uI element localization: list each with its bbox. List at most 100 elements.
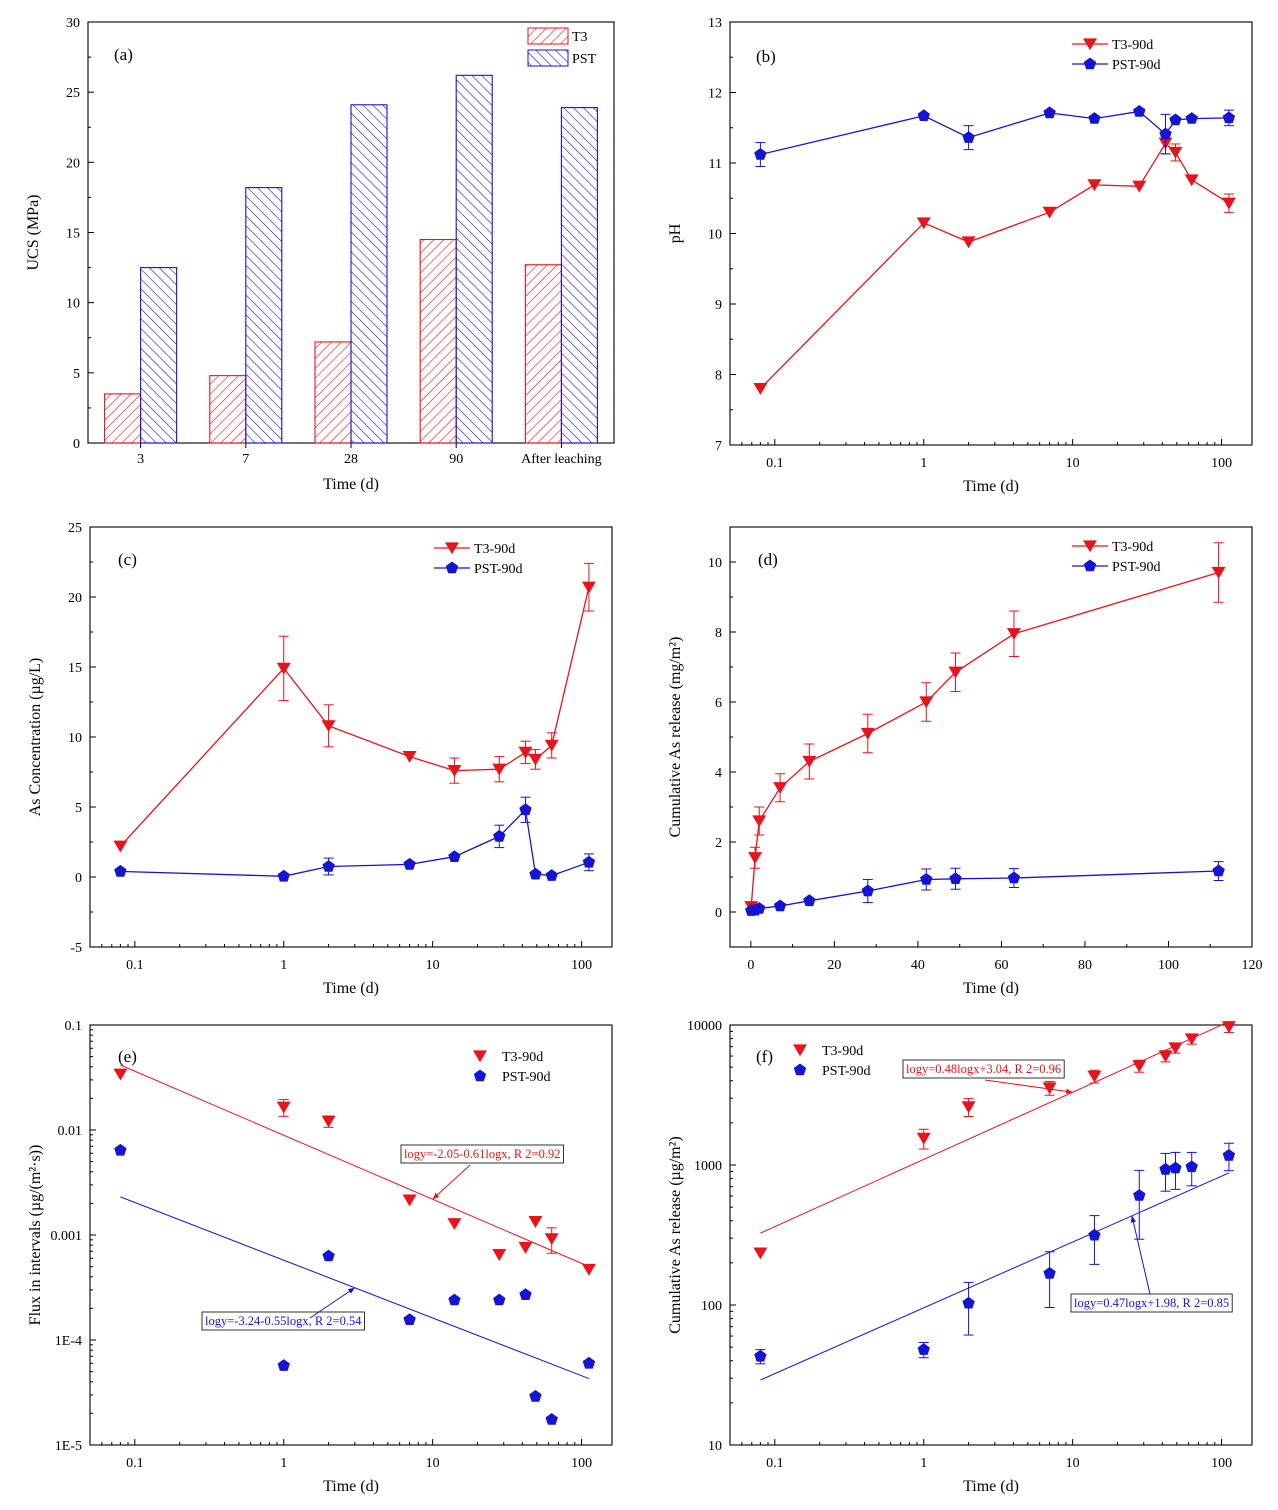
- data-point: [113, 840, 128, 853]
- data-point: [752, 815, 767, 828]
- data-point: [114, 864, 127, 877]
- x-tick-label: 120: [1242, 958, 1263, 973]
- panel-label: (e): [118, 1047, 137, 1066]
- y-tick-label: 4: [715, 766, 722, 781]
- data-point: [949, 872, 962, 884]
- data-point: [1006, 628, 1021, 641]
- data-point: [1132, 180, 1147, 193]
- x-tick-label: 10: [426, 958, 440, 973]
- data-point: [1088, 112, 1101, 124]
- y-tick-label: 10: [708, 556, 722, 571]
- data-point: [948, 666, 963, 679]
- data-point: [1222, 111, 1236, 124]
- data-point: [753, 902, 766, 914]
- x-tick-label: After leaching: [521, 452, 601, 467]
- data-point: [277, 869, 290, 882]
- series-line: [751, 870, 1219, 912]
- y-tick-label: 20: [68, 591, 82, 606]
- data-point: [544, 739, 559, 752]
- bar-pst: [455, 74, 493, 444]
- x-tick-label: 100: [1211, 456, 1232, 471]
- data-point: [753, 383, 768, 395]
- data-point: [1132, 1060, 1147, 1073]
- x-tick-label: 0: [747, 958, 754, 973]
- data-point: [1169, 113, 1182, 126]
- x-axis-title: Time (d): [963, 1478, 1019, 1495]
- data-point: [754, 148, 767, 160]
- fit-equation: logy=-3.24-0.55logx, R 2=0.54: [205, 1314, 362, 1328]
- y-tick-label: 10: [708, 1439, 722, 1454]
- legend-label: T3-90d: [822, 1044, 863, 1059]
- x-axis-title: Time (d): [323, 1478, 379, 1495]
- arrow-head: [432, 1192, 440, 1200]
- chart-panel-f: 10 100 1000 10000 0.1 1 10 100 logy=0.48logx+3.0…: [667, 1019, 1253, 1495]
- x-tick-label: 100: [1211, 1456, 1232, 1471]
- series-line: [120, 808, 590, 877]
- data-point: [545, 869, 558, 881]
- data-point: [773, 782, 788, 795]
- y-tick-label: 11: [709, 157, 722, 172]
- y-tick-label: 8: [715, 369, 722, 384]
- data-point: [962, 1296, 975, 1309]
- data-point: [803, 894, 816, 907]
- chart-panel-a: 0 5 10 15 20 25 30 3 7 28 90 After leaching Time (d)…: [25, 16, 615, 493]
- data-point: [916, 217, 931, 230]
- data-point: [1007, 871, 1021, 884]
- chart-panel-e: 1E-5 1E-4 0.001 0.01 0.1 0.1 1 10 100 logy=-2.05-…: [27, 1019, 613, 1495]
- data-point: [773, 899, 787, 912]
- y-tick-label: 12: [708, 87, 722, 102]
- data-point: [519, 1288, 532, 1300]
- y-tick-label: -5: [70, 941, 82, 956]
- data-point: [276, 1101, 291, 1114]
- chart-panel-c: -5 0 5 10 15 20 25 0.1 1 10 100 Time (d) As Concentr…: [27, 521, 613, 997]
- y-tick-label: 7: [715, 439, 722, 454]
- legend-label: T3: [572, 30, 588, 45]
- data-point: [1185, 1160, 1198, 1173]
- fit-equation: logy=-2.05-0.61logx, R 2=0.92: [404, 1147, 560, 1161]
- data-point: [113, 1068, 128, 1081]
- x-tick-label: 10: [1066, 456, 1080, 471]
- data-point: [1184, 1033, 1199, 1046]
- x-tick-label: 80: [1078, 958, 1092, 973]
- data-point: [321, 1115, 336, 1128]
- data-point: [754, 1349, 767, 1362]
- y-axis-title: UCS (MPa): [25, 194, 42, 270]
- data-point: [1043, 1267, 1056, 1279]
- x-tick-label: 0.1: [126, 958, 144, 973]
- series-line: [760, 110, 1229, 156]
- data-point: [545, 1413, 558, 1425]
- data-point: [1043, 106, 1056, 119]
- data-point: [1222, 1149, 1236, 1161]
- bar-t3: [524, 264, 562, 444]
- x-tick-label: 60: [994, 958, 1008, 973]
- legend-marker: [445, 561, 459, 574]
- y-tick-label: 10: [66, 297, 80, 312]
- data-point: [1087, 1070, 1102, 1083]
- legend-label: PST-90d: [474, 562, 523, 577]
- data-point: [276, 662, 291, 675]
- y-tick-label: 25: [68, 521, 82, 536]
- legend-marker: [1083, 540, 1097, 553]
- legend-label: T3-90d: [502, 1050, 543, 1065]
- data-point: [518, 746, 533, 759]
- arrow-head: [1130, 1215, 1137, 1223]
- data-point: [1211, 566, 1226, 579]
- fit-line: [760, 1172, 1230, 1381]
- legend-label: PST-90d: [502, 1070, 551, 1085]
- legend-marker: [473, 1069, 487, 1082]
- y-tick-label: 10: [68, 731, 82, 746]
- annotation-arrow: [432, 1164, 471, 1200]
- x-axis-title: Time (d): [323, 980, 379, 997]
- y-tick-label: 30: [66, 16, 80, 31]
- x-axis-title: Time (d): [963, 478, 1019, 495]
- data-point: [961, 236, 976, 249]
- data-point: [493, 829, 506, 842]
- data-point: [581, 581, 596, 594]
- x-tick-label: 100: [1158, 958, 1179, 973]
- series-line: [119, 587, 590, 847]
- fit-line: [760, 1021, 1230, 1234]
- fit-equation: logy=0.47logx+1.98, R 2=0.85: [1074, 1296, 1229, 1310]
- data-point: [1168, 146, 1183, 159]
- data-point: [920, 873, 933, 885]
- x-tick-label: 100: [571, 958, 592, 973]
